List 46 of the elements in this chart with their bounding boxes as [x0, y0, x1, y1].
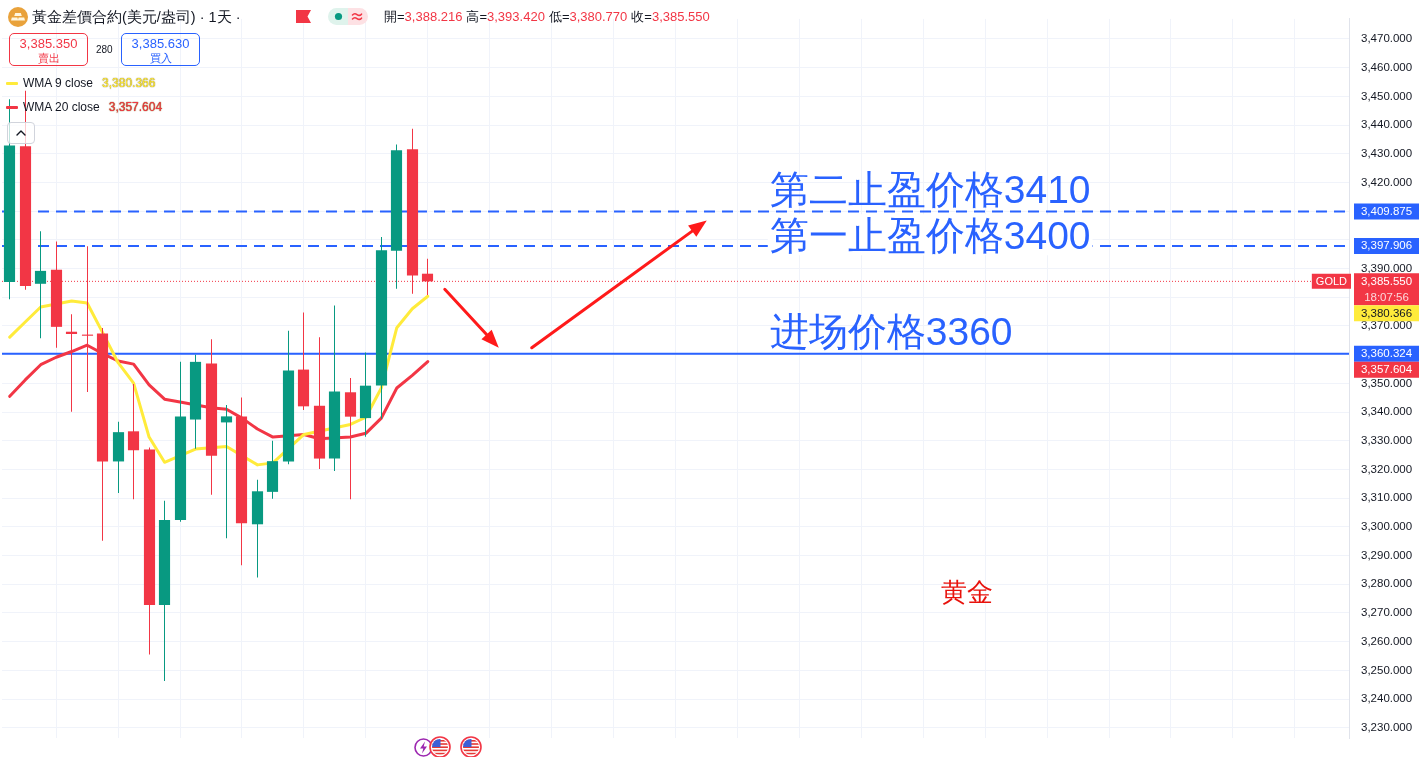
y-tick-label: 3,260.000 — [1361, 634, 1413, 647]
candlestick — [220, 404, 233, 539]
ref-line-label: 进场价格3360 — [769, 309, 1013, 353]
y-tick-label: 3,340.000 — [1361, 405, 1413, 418]
text: 3,409.875 — [1360, 204, 1413, 217]
text: 3,360.324 — [1360, 346, 1413, 359]
annotation: 賣出 — [36, 52, 61, 64]
y-tick-label: 3,390.000 — [1361, 261, 1413, 274]
y-tick-label: 3,450.000 — [1361, 89, 1413, 102]
ref-line-label: 第二止盈价格3410 — [769, 167, 1091, 211]
y-tick-label: 3,440.000 — [1361, 118, 1413, 131]
chart-subtitle: 開=3,388.216 高=3,393.420 低=3,380.770 收=3,385.550 — [384, 9, 710, 24]
annotation: 黄金 — [940, 578, 993, 608]
text: 3,357.604 — [1360, 362, 1413, 375]
y-tick-label: 3,290.000 — [1361, 548, 1413, 561]
y-tick-label: 3,270.000 — [1361, 606, 1413, 619]
annotation: 3,357.604 — [108, 100, 163, 114]
text: 3,385.550 — [1360, 274, 1413, 287]
y-tick-label: 3,430.000 — [1361, 146, 1413, 159]
annotation: 買入 — [148, 52, 173, 64]
y-tick-label: 3,460.000 — [1361, 60, 1413, 73]
y-tick-label: 3,470.000 — [1361, 32, 1413, 45]
legend-label: WMA 9 close — [23, 76, 94, 90]
ref-line-label: GOLD — [1315, 274, 1348, 287]
annotation: 3,380.366 — [102, 76, 156, 90]
y-tick-label: 3,300.000 — [1361, 520, 1413, 533]
text: 3,397.906 — [1360, 239, 1413, 252]
ref-line-label: 第一止盈价格3400 — [769, 214, 1091, 258]
y-tick-label: 3,230.000 — [1361, 720, 1413, 733]
y-tick-label: 3,250.000 — [1361, 663, 1413, 676]
y-tick-label: 3,350.000 — [1361, 376, 1413, 389]
chart-title: 黃金差價合約(美元/盎司) · 1天 · — [32, 8, 241, 27]
annotation: 280 — [96, 43, 113, 57]
y-tick-label: 3,320.000 — [1361, 462, 1413, 475]
text: 3,380.366 — [1360, 306, 1413, 319]
annotation: 3,385.630 — [130, 36, 191, 52]
y-tick-label: 3,330.000 — [1361, 433, 1413, 446]
text: 18:07:56 — [1364, 290, 1409, 303]
y-tick-label: 3,240.000 — [1361, 692, 1413, 705]
y-tick-label: 3,370.000 — [1361, 319, 1413, 332]
annotation: 3,385.350 — [18, 36, 79, 52]
price-box: 3,385.350 賣出 — [9, 33, 88, 66]
price-box: 3,385.630 買入 — [121, 33, 200, 66]
y-tick-label: 3,280.000 — [1361, 577, 1413, 590]
y-tick-label: 3,420.000 — [1361, 175, 1413, 188]
y-tick-label: 3,310.000 — [1361, 491, 1413, 504]
